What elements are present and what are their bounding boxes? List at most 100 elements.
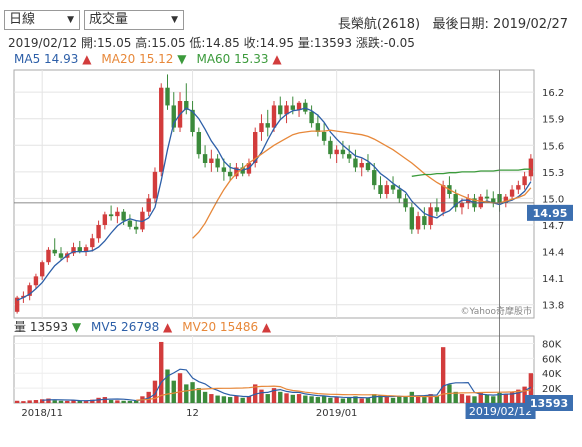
candle-body [33, 276, 39, 286]
candle-body [152, 171, 158, 199]
volume-tick-label: 20K [542, 384, 562, 395]
candle-body [315, 123, 321, 132]
candle-body [108, 214, 114, 217]
volume-bar [415, 395, 421, 403]
volume-legend-item-label: 量 13593 [14, 320, 72, 334]
candle-body [516, 185, 521, 190]
volume-bar [215, 395, 220, 403]
volume-bar [127, 400, 133, 403]
volume-bar [115, 400, 120, 403]
ma-legend: MA5 14.93 ▲ MA20 15.12 ▼ MA60 15.33 ▲ [14, 52, 292, 66]
volume-bar [472, 396, 477, 403]
candle-body [77, 247, 82, 252]
price-tick-label: 15.6 [542, 141, 564, 152]
candle-body [146, 198, 151, 212]
candle-body [21, 295, 26, 298]
candle-body [503, 196, 508, 203]
candle-body [522, 176, 527, 186]
period-select[interactable]: 日線 ▼ [4, 10, 80, 30]
candle-body [202, 154, 208, 163]
volume-bar [296, 394, 302, 403]
x-tick-label: 2018/11 [21, 408, 63, 419]
volume-bar [428, 394, 433, 403]
volume-bar [372, 394, 377, 403]
volume-bar [234, 395, 239, 403]
volume-bar [422, 397, 427, 403]
volume-bar [503, 394, 508, 403]
volume-bar [14, 400, 20, 403]
volume-bar [108, 400, 114, 403]
volume-tick-label: 60K [542, 354, 562, 365]
candle-body [40, 262, 45, 277]
candle-body [115, 211, 120, 217]
volume-bar [177, 373, 183, 403]
candle-body [309, 111, 314, 124]
stock-name: 長榮航(2618) [337, 17, 421, 32]
x-tick-label: 2019/01 [316, 408, 358, 419]
dropdown-arrow-icon: ▼ [67, 15, 74, 25]
volume-bar [278, 391, 283, 403]
candle-body [284, 105, 289, 115]
candle-body [196, 132, 202, 155]
volume-bar [390, 397, 396, 403]
volume-mv5-line [42, 368, 532, 402]
volume-bar [453, 391, 458, 403]
volume-bar [328, 397, 333, 403]
candle-body [83, 247, 89, 252]
candle-body [491, 198, 496, 203]
volume-legend-item-1: MV5 26798 ▲ [91, 320, 172, 334]
ohlc-info: 2019/02/12 開:15.05 高:15.05 低:14.85 收:14.… [8, 36, 415, 50]
candle-body [328, 140, 333, 155]
volume-bar [40, 399, 45, 403]
volume-bar [271, 388, 277, 403]
volume-bar [491, 396, 496, 403]
volume-bar [83, 401, 89, 403]
candle-body [422, 216, 427, 225]
candle-body [271, 105, 277, 128]
volume-bar [384, 397, 389, 403]
date-tag-label: 2019/02/12 [469, 405, 532, 418]
volume-legend-item-2: MV20 15486 ▲ [182, 320, 271, 334]
candle-body [159, 87, 164, 172]
candle-body [303, 102, 308, 112]
volume-tag-bg [525, 395, 573, 411]
volume-bar [221, 396, 227, 403]
candle-body [133, 226, 139, 230]
candle-body [415, 216, 421, 230]
candle-body [209, 158, 214, 163]
volume-legend-item-0: 量 13593 ▼ [14, 320, 81, 334]
volume-bar [90, 399, 95, 403]
date-tag-bg [465, 403, 536, 419]
volume-bar [152, 380, 158, 403]
volume-bar [353, 396, 358, 403]
candle-body [253, 132, 258, 163]
candle-body [190, 109, 195, 132]
candle-body [528, 158, 534, 177]
trend-arrow-icon: ▼ [71, 320, 82, 334]
price-tick-label: 16.2 [542, 88, 564, 99]
candle-body [346, 154, 352, 159]
volume-bar [202, 391, 208, 403]
candle-body [278, 105, 283, 115]
candle-body [378, 185, 383, 194]
price-tick-label: 14.1 [542, 274, 564, 285]
ma-legend-item-label: MA5 14.93 [14, 52, 83, 66]
volume-legend: 量 13593 ▼ MV5 26798 ▲ MV20 15486 ▲ [14, 318, 281, 335]
stock-header: 長榮航(2618) 最後日期: 2019/02/27 [338, 13, 568, 32]
volume-bar [365, 397, 371, 403]
last-date: 最後日期: 2019/02/27 [432, 17, 568, 32]
volume-bar [334, 397, 339, 403]
price-tick-label: 14.7 [542, 221, 564, 232]
candle-body [165, 87, 170, 106]
candle-body [290, 105, 295, 110]
period-select-value: 日線 [9, 12, 36, 27]
indicator-select[interactable]: 成交量 ▼ [84, 10, 184, 30]
volume-bar [359, 398, 364, 403]
trend-arrow-icon: ▲ [261, 320, 272, 334]
volume-bar [196, 388, 202, 403]
volume-bar [102, 397, 108, 403]
volume-bar [165, 369, 170, 403]
volume-bar [209, 394, 214, 403]
candle-body [121, 211, 126, 221]
